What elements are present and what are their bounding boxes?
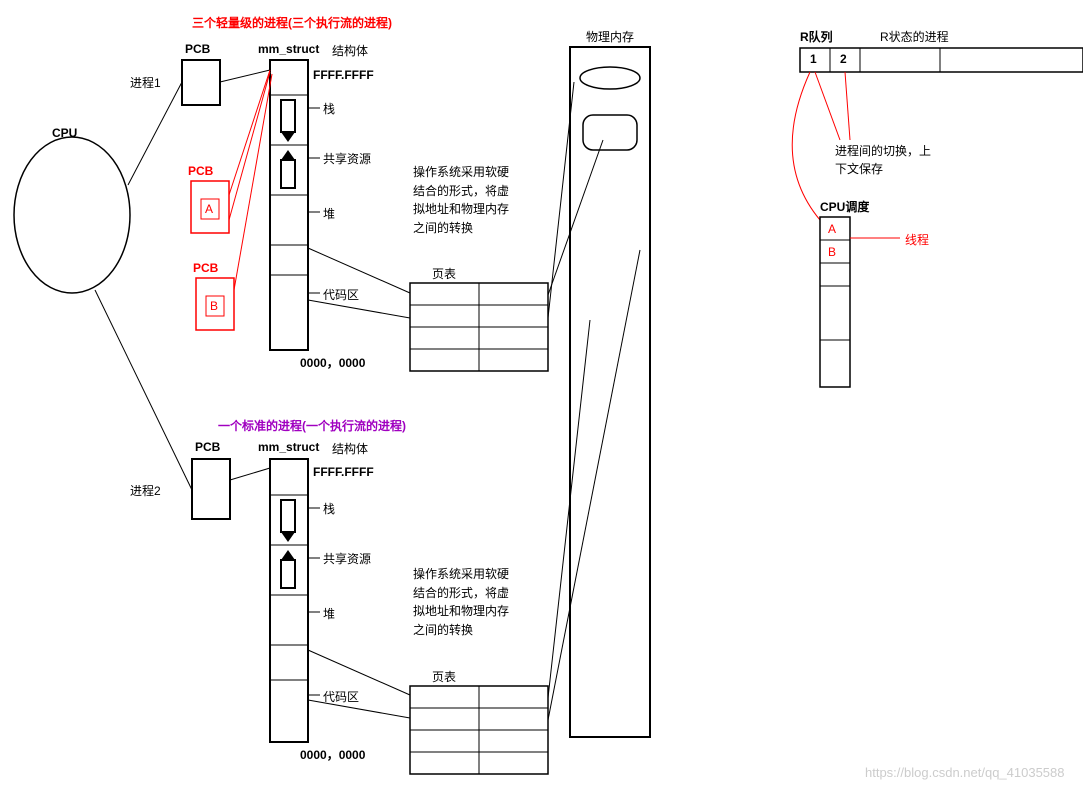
addr1-top: FFFF.FFFF bbox=[313, 68, 374, 82]
proc1-label: 进程1 bbox=[130, 74, 161, 91]
os-desc-2: 操作系统采用软硬 结合的形式，将虚 拟地址和物理内存 之间的转换 bbox=[413, 565, 509, 639]
mm-struct-1 bbox=[270, 60, 308, 350]
sched-A: A bbox=[828, 222, 836, 236]
title-top: 三个轻量级的进程(三个执行流的进程) bbox=[192, 14, 392, 31]
rqueue-label: R队列 bbox=[800, 28, 833, 45]
mm1-label: mm_struct bbox=[258, 42, 319, 56]
physmem-label: 物理内存 bbox=[586, 28, 634, 45]
pcb1 bbox=[182, 60, 220, 105]
pagetable1-label: 页表 bbox=[432, 265, 456, 282]
pcb1-label: PCB bbox=[185, 42, 210, 56]
addr2-top: FFFF.FFFF bbox=[313, 465, 374, 479]
struct2-label: 结构体 bbox=[332, 440, 368, 457]
pcb2 bbox=[192, 459, 230, 519]
addr1-bottom: 0000，0000 bbox=[300, 354, 365, 371]
seg2-stack: 栈 bbox=[323, 500, 335, 517]
mm2-label: mm_struct bbox=[258, 440, 319, 454]
pagetable2-label: 页表 bbox=[432, 668, 456, 685]
pcb2-label: PCB bbox=[195, 440, 220, 454]
watermark: https://blog.csdn.net/qq_41035588 bbox=[865, 765, 1065, 780]
pcbA-header: PCB bbox=[188, 164, 213, 178]
struct1-label: 结构体 bbox=[332, 42, 368, 59]
seg1-code: 代码区 bbox=[323, 286, 359, 303]
cpu-sched-label: CPU调度 bbox=[820, 198, 869, 215]
seg2-shared: 共享资源 bbox=[323, 550, 371, 567]
pcbB-letter: B bbox=[210, 299, 218, 313]
seg1-heap: 堆 bbox=[323, 205, 335, 222]
pcbB-header: PCB bbox=[193, 261, 218, 275]
addr2-bottom: 0000，0000 bbox=[300, 746, 365, 763]
rstate-label: R状态的进程 bbox=[880, 28, 949, 45]
sched-B: B bbox=[828, 245, 836, 259]
cpu-label: CPU bbox=[52, 126, 77, 140]
seg2-heap: 堆 bbox=[323, 605, 335, 622]
seg1-shared: 共享资源 bbox=[323, 150, 371, 167]
seg1-stack: 栈 bbox=[323, 100, 335, 117]
proc2-label: 进程2 bbox=[130, 482, 161, 499]
os-desc-1: 操作系统采用软硬 结合的形式，将虚 拟地址和物理内存 之间的转换 bbox=[413, 163, 509, 237]
seg2-code: 代码区 bbox=[323, 688, 359, 705]
queue-cell-1: 1 bbox=[810, 52, 817, 66]
mm-struct-2 bbox=[270, 459, 308, 742]
cpu-ellipse bbox=[14, 137, 130, 293]
pcbA-letter: A bbox=[205, 202, 213, 216]
title-mid: 一个标准的进程(一个执行流的进程) bbox=[218, 417, 406, 434]
diagram-canvas bbox=[0, 0, 1083, 791]
queue-cell-2: 2 bbox=[840, 52, 847, 66]
cpu-scheduler bbox=[820, 217, 850, 387]
ctx-switch: 进程间的切换，上 下文保存 bbox=[835, 142, 931, 178]
thread-label: 线程 bbox=[905, 231, 929, 248]
